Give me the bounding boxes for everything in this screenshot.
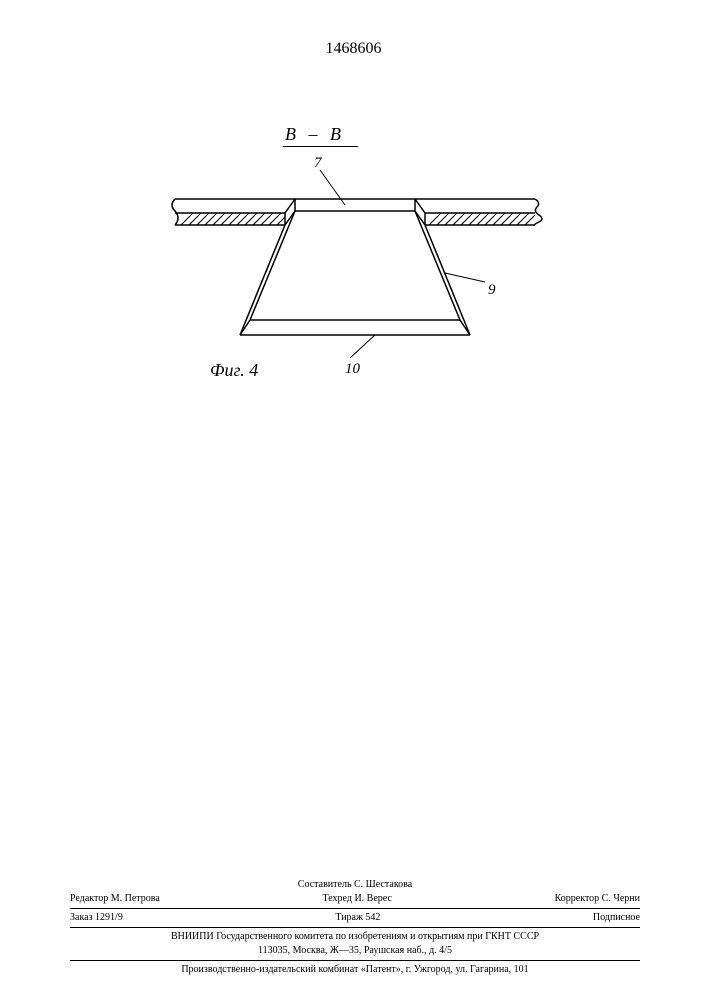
footer-subscription: Подписное	[593, 911, 640, 925]
hatch-right	[429, 213, 535, 225]
aperture-left-depth-top	[285, 199, 295, 213]
funnel-front-left	[240, 225, 285, 335]
footer-divider-1	[70, 908, 640, 909]
footer-editor: Редактор М. Петрова	[70, 892, 160, 906]
footer-divider-2	[70, 927, 640, 928]
aperture-right-depth-top	[415, 199, 425, 213]
funnel-back-right	[415, 211, 460, 320]
break-left	[172, 199, 178, 225]
document-number: 1468606	[0, 40, 707, 58]
footer-address: 113035, Москва, Ж—35, Раушская наб., д. …	[70, 944, 640, 958]
hatch-left	[181, 213, 285, 225]
section-label: В – В	[285, 124, 345, 145]
footer-circulation: Тираж 542	[335, 911, 380, 925]
funnel-front-right	[425, 225, 470, 335]
footer-tech-editor: Техред И. Верес	[323, 892, 392, 906]
funnel-back-left	[250, 211, 295, 320]
footer-vniipi: ВНИИПИ Государственного комитета по изоб…	[70, 930, 640, 944]
leader-10	[350, 335, 375, 358]
footer-corrector: Корректор С. Черни	[555, 892, 640, 906]
leader-9	[445, 273, 485, 282]
footer-order: Заказ 1291/9	[70, 911, 123, 925]
footer-divider-3	[70, 960, 640, 961]
footer-publisher: Производственно-издательский комбинат «П…	[70, 963, 640, 977]
footer-compiler: Составитель С. Шестакова	[70, 878, 640, 892]
footer-order-row: Заказ 1291/9 Тираж 542 Подписное	[70, 911, 640, 925]
footer-block: Составитель С. Шестакова Редактор М. Пет…	[70, 878, 640, 977]
footer-editors-row: Редактор М. Петрова Техред И. Верес Корр…	[70, 892, 640, 906]
technical-diagram	[145, 145, 565, 365]
figure-label: Фиг. 4	[210, 360, 258, 381]
break-right	[535, 199, 543, 225]
